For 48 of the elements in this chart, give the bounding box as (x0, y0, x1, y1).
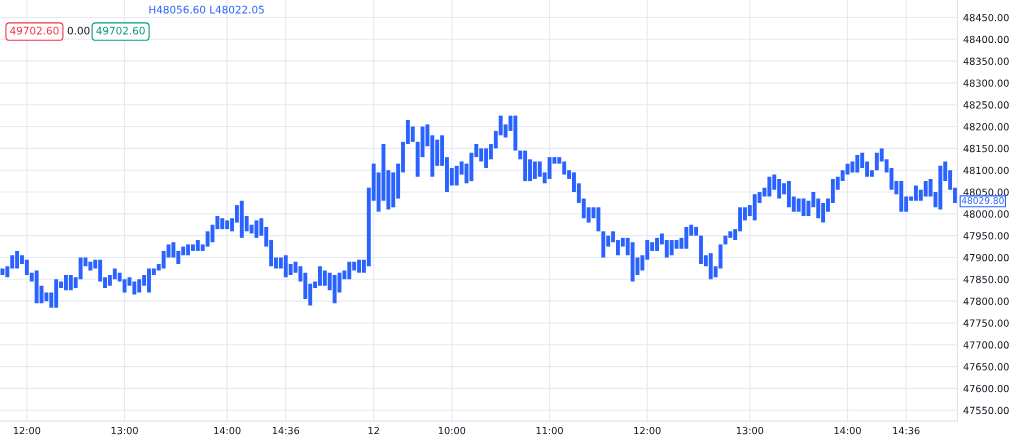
bar (723, 235, 728, 245)
bar (601, 231, 606, 258)
text: 48029.80 (961, 197, 1004, 204)
y-tick-label: 47650.00 (963, 363, 1009, 371)
y-tick-label: 47900.00 (963, 253, 1009, 262)
y-tick-label: 48050.00 (963, 188, 1009, 196)
bar (596, 207, 601, 232)
y-tick-label: 48000.00 (963, 210, 1009, 218)
x-tick-label: 12:00 (634, 426, 661, 435)
y-tick-label: 47550.00 (963, 406, 1009, 415)
x-tick-label: 10:00 (438, 426, 466, 435)
bar (767, 176, 772, 197)
x-tick-label: 14:00 (834, 426, 861, 435)
annotation: 49702.60 (10, 26, 59, 35)
y-tick-label: 47950.00 (963, 232, 1009, 240)
y-tick-label: 47700.00 (963, 341, 1009, 349)
y-tick-label: 48150.00 (963, 144, 1009, 153)
annotation: 49702.60 (96, 26, 145, 35)
y-tick-label: 47750.00 (963, 319, 1009, 327)
bar (630, 242, 635, 282)
y-tick-label: 48100.00 (963, 166, 1009, 175)
annotation: H48056.60 L48022.05 (149, 5, 264, 14)
bar (801, 198, 806, 217)
x-tick-label: 14:36 (272, 426, 300, 435)
x-tick-label: 14:36 (893, 426, 920, 435)
bar (547, 157, 552, 179)
annotation: 0.00 (67, 26, 90, 35)
x-tick-label: 13:00 (111, 426, 138, 435)
y-tick-label: 48200.00 (963, 123, 1009, 131)
y-tick-label: 47850.00 (963, 275, 1009, 284)
x-tick-label: 12:00 (13, 426, 41, 435)
x-tick-label: 11:00 (536, 426, 563, 435)
bar (938, 165, 943, 210)
y-tick-label: 48250.00 (963, 101, 1009, 109)
y-tick-label: 47800.00 (963, 297, 1009, 305)
y-tick-label: 48300.00 (963, 79, 1009, 87)
bar (88, 261, 93, 271)
bar (513, 115, 518, 151)
bar (34, 270, 39, 304)
x-tick-label: 13:00 (736, 426, 764, 435)
x-tick-label: 14:00 (214, 426, 241, 435)
x-tick-label: 12 (368, 426, 379, 435)
y-tick-label: 48450.00 (963, 13, 1009, 22)
y-tick-label: 48400.00 (963, 35, 1009, 44)
y-tick-label: 47600.00 (963, 384, 1009, 393)
y-tick-label: 48350.00 (963, 57, 1009, 65)
bar (332, 274, 337, 304)
bar (0, 268, 5, 275)
